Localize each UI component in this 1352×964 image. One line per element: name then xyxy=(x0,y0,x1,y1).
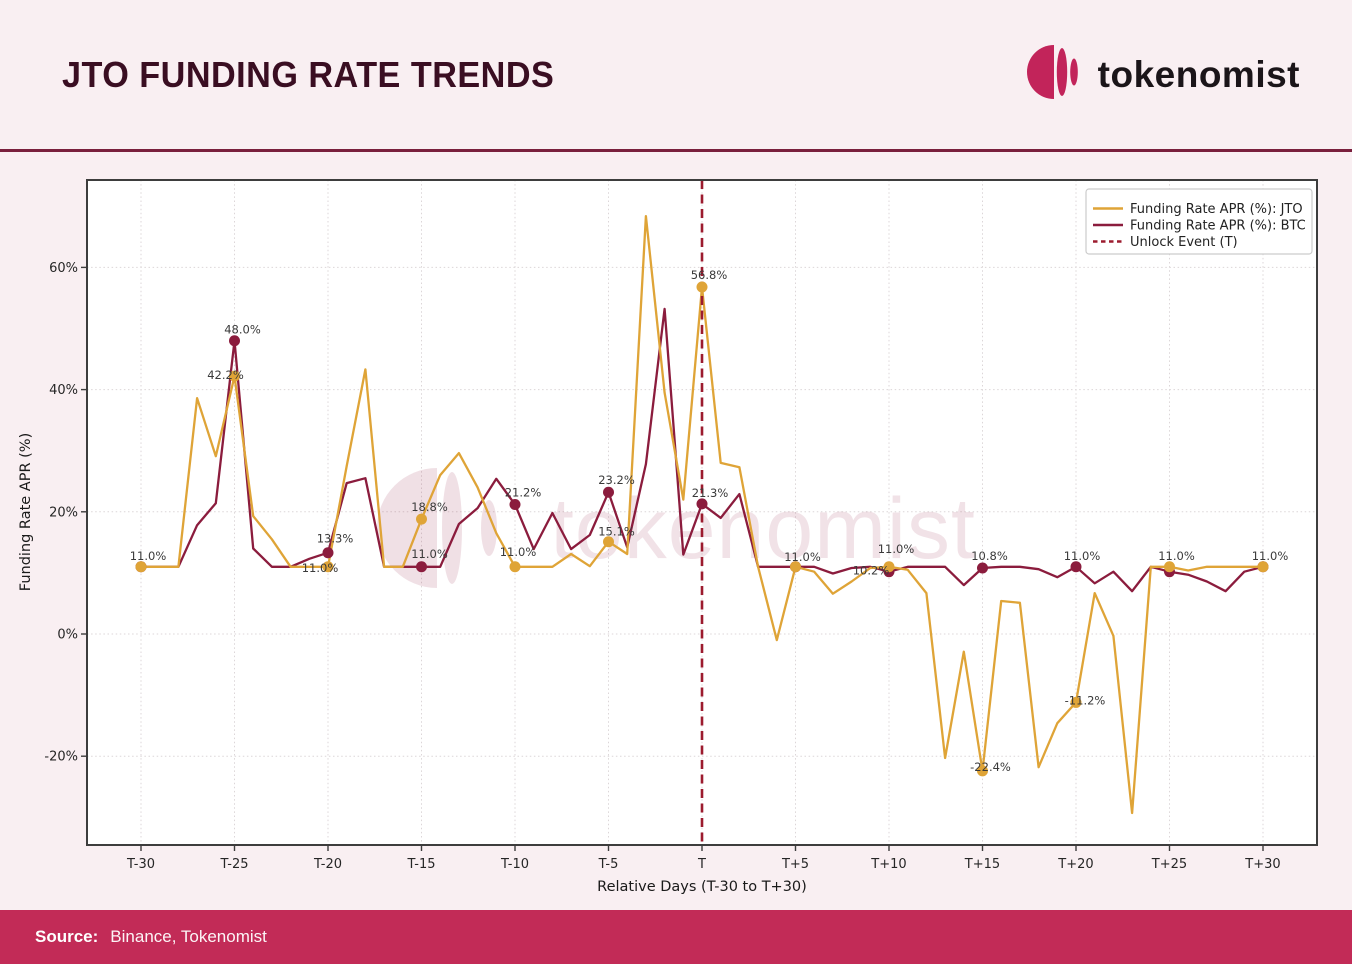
data-label: 10.8% xyxy=(971,549,1008,563)
marker-btc xyxy=(1070,561,1082,573)
x-tick-label: T-25 xyxy=(220,857,249,872)
page-title: JTO FUNDING RATE TRENDS xyxy=(62,53,555,95)
y-tick-label: -20% xyxy=(44,750,78,765)
marker-jto xyxy=(1164,561,1175,573)
data-label: -11.2% xyxy=(1065,693,1106,707)
x-tick-label: T+5 xyxy=(781,857,809,872)
data-label: 18.8% xyxy=(411,500,448,514)
marker-jto xyxy=(416,513,427,525)
x-tick-label: T+30 xyxy=(1244,857,1280,872)
chart-svg: tokenomist11.0%42.2%11.0%18.8%11.0%15.1%… xyxy=(18,179,1318,895)
x-tick-label: T-30 xyxy=(126,857,155,872)
data-label: 10.2% xyxy=(853,564,890,578)
x-axis-title: Relative Days (T-30 to T+30) xyxy=(597,879,807,895)
data-label: 56.8% xyxy=(691,268,728,282)
marker-btc xyxy=(322,547,334,559)
data-label: -22.4% xyxy=(970,760,1011,774)
marker-jto xyxy=(603,536,614,548)
marker-jto xyxy=(509,561,521,573)
y-tick-label: 40% xyxy=(49,383,78,398)
x-tick-label: T-5 xyxy=(598,857,619,872)
x-tick-label: T+15 xyxy=(964,857,1000,872)
x-tick-label: T+20 xyxy=(1057,857,1093,872)
data-label: 15.1% xyxy=(598,525,635,539)
marker-btc xyxy=(977,562,988,574)
source-label: Source: xyxy=(35,927,99,946)
legend-label: Funding Rate APR (%): BTC xyxy=(1130,219,1306,234)
data-label: 13.3% xyxy=(317,532,354,546)
funding-rate-chart: tokenomist 11.0% 42.2% 11.0% 18.8% 11.0% 15.1%… xyxy=(0,155,1352,910)
data-label: 11.0% xyxy=(302,561,339,575)
x-tick-label: T-20 xyxy=(313,857,342,872)
data-label: 21.3% xyxy=(692,486,729,500)
marker-jto xyxy=(790,561,801,573)
marker-jto xyxy=(977,765,988,777)
y-tick-label: 20% xyxy=(49,505,78,520)
tokenomist-logo-icon xyxy=(1026,43,1084,106)
data-label: 23.2% xyxy=(598,473,635,487)
data-label: 11.0% xyxy=(1158,549,1195,563)
data-label: 48.0% xyxy=(224,323,261,337)
source-value: Binance, Tokenomist xyxy=(110,927,267,946)
page-footer: Source: Binance, Tokenomist xyxy=(0,910,1352,964)
x-tick-label: T+10 xyxy=(870,857,906,872)
x-tick-label: T xyxy=(697,857,706,872)
marker-btc xyxy=(229,335,240,347)
marker-jto xyxy=(135,561,147,573)
page-header: JTO FUNDING RATE TRENDS tokenomist xyxy=(0,0,1352,152)
data-label: 11.0% xyxy=(784,550,821,564)
x-tick-label: T+25 xyxy=(1151,857,1187,872)
brand-logo: tokenomist xyxy=(1026,43,1300,106)
marker-jto xyxy=(1257,561,1269,573)
data-label: 11.0% xyxy=(130,549,167,563)
x-tick-label: T-15 xyxy=(407,857,436,872)
y-tick-label: 60% xyxy=(49,261,78,276)
data-label: 11.0% xyxy=(411,547,448,561)
marker-btc xyxy=(603,486,614,498)
marker-jto xyxy=(696,281,708,293)
marker-jto xyxy=(322,561,334,573)
data-label: 11.0% xyxy=(500,545,537,559)
marker-jto xyxy=(883,561,895,573)
marker-btc xyxy=(416,561,427,573)
data-label: 11.0% xyxy=(1064,549,1101,563)
x-tick-label: T-10 xyxy=(500,857,529,872)
watermark-logo-icon xyxy=(377,468,437,588)
data-label: 11.0% xyxy=(1252,549,1289,563)
marker-btc xyxy=(509,498,521,510)
data-label: 21.2% xyxy=(505,485,542,499)
y-axis-title: Funding Rate APR (%) xyxy=(18,433,34,591)
legend-label: Unlock Event (T) xyxy=(1130,235,1238,250)
data-label: 11.0% xyxy=(878,542,915,556)
data-label: 42.2% xyxy=(207,368,244,382)
marker-btc xyxy=(696,498,708,510)
legend-box xyxy=(1085,188,1313,255)
logo-halfdisk xyxy=(1026,45,1054,99)
brand-name: tokenomist xyxy=(1097,53,1300,95)
y-tick-label: 0% xyxy=(57,628,78,643)
marker-jto xyxy=(229,370,240,382)
legend-label: Funding Rate APR (%): JTO xyxy=(1130,202,1303,217)
marker-jto xyxy=(1070,696,1082,708)
